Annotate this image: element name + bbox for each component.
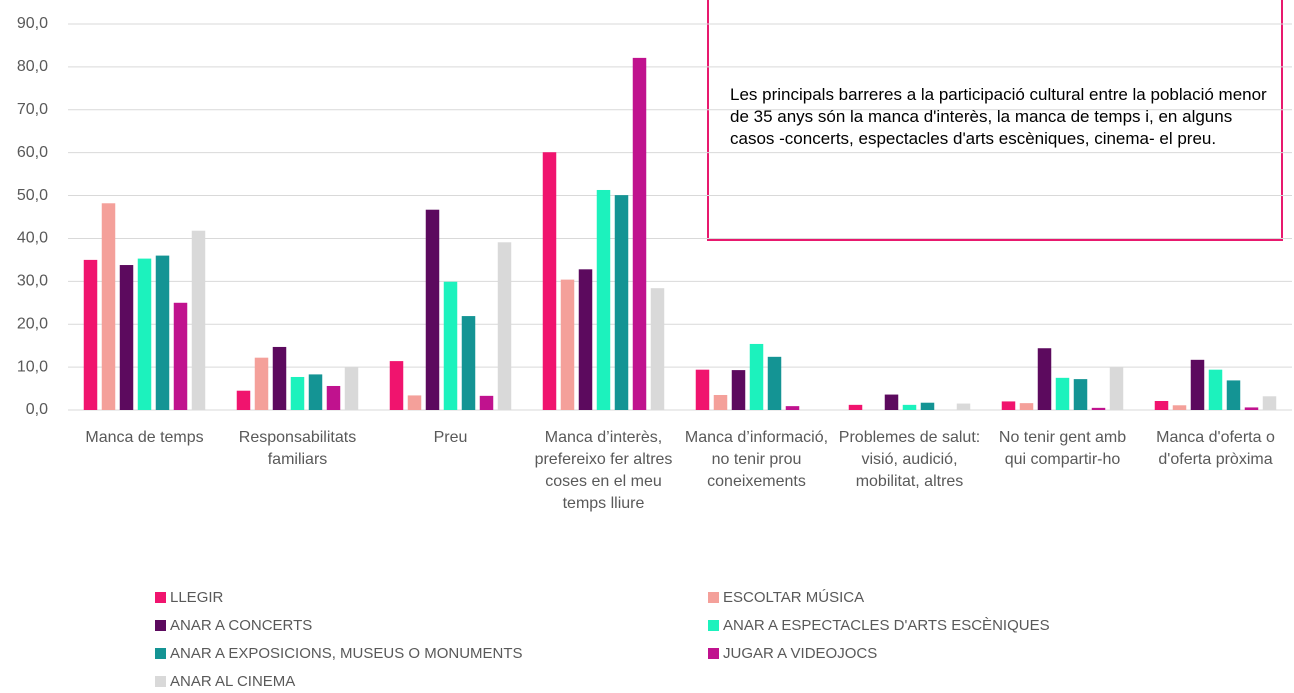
bar: [236, 390, 251, 410]
legend-label: ANAR AL CINEMA: [170, 673, 295, 690]
bar: [1019, 403, 1034, 410]
bar: [614, 195, 629, 410]
bar: [479, 395, 494, 410]
legend-label: ANAR A CONCERTS: [170, 617, 312, 634]
bar: [542, 152, 557, 410]
legend-label: ESCOLTAR MÚSICA: [723, 589, 864, 606]
bar: [956, 403, 971, 410]
bar: [1037, 348, 1052, 410]
bar: [443, 281, 458, 410]
bar: [596, 189, 611, 410]
x-tick-label: Manca de temps: [85, 429, 203, 446]
bar: [1244, 407, 1259, 410]
bar: [425, 209, 440, 410]
bar: [83, 259, 98, 410]
y-tick-label: 0,0: [26, 401, 48, 418]
bar: [695, 369, 710, 410]
bar: [137, 258, 152, 410]
legend-swatch: [708, 620, 719, 631]
x-tick-label: No tenir gent amb qui compartir-ho: [999, 429, 1126, 468]
annotation-box: [707, 0, 1283, 241]
y-tick-label: 70,0: [17, 101, 48, 118]
bar: [272, 346, 287, 410]
bar: [1001, 401, 1016, 410]
bar: [767, 356, 782, 410]
bar: [461, 316, 476, 410]
x-tick-label: Manca d’interès, prefereixo fer altres cos…: [535, 429, 673, 512]
bar: [713, 394, 728, 410]
bar: [848, 404, 863, 410]
bar: [1154, 400, 1169, 410]
bar: [650, 288, 665, 410]
bar: [1055, 377, 1070, 410]
bar: [560, 279, 575, 410]
bar: [902, 404, 917, 410]
bar: [389, 361, 404, 410]
y-tick-label: 60,0: [17, 144, 48, 161]
y-tick-label: 40,0: [17, 230, 48, 247]
y-tick-label: 20,0: [17, 315, 48, 332]
legend-swatch: [155, 620, 166, 631]
bar: [1172, 405, 1187, 410]
bar: [254, 357, 269, 410]
legend-swatch: [155, 676, 166, 687]
annotation: Les principals barreres a la participaci…: [730, 85, 1267, 148]
bar: [101, 203, 116, 410]
bar: [326, 385, 341, 410]
legend-swatch: [708, 592, 719, 603]
legend-label: JUGAR A VIDEOJOCS: [723, 645, 877, 662]
bar: [155, 255, 170, 410]
bar: [785, 406, 800, 410]
y-tick-label: 10,0: [17, 358, 48, 375]
bar: [731, 370, 746, 410]
bar: [308, 374, 323, 410]
y-tick-label: 80,0: [17, 58, 48, 75]
legend-swatch: [155, 648, 166, 659]
bar: [191, 230, 206, 410]
x-tick-label: Manca d'oferta o d'oferta pròxima: [1156, 429, 1275, 468]
bar: [1226, 380, 1241, 410]
bar: [749, 343, 764, 410]
bar: [1262, 396, 1277, 410]
bar: [920, 402, 935, 410]
bar: [1208, 369, 1223, 410]
bar: [1109, 367, 1124, 410]
legend-label: ANAR A EXPOSICIONS, MUSEUS O MONUMENTS: [170, 645, 523, 662]
x-tick-label: Manca d’informació, no tenir prou coneixem…: [685, 429, 828, 490]
y-tick-label: 90,0: [17, 15, 48, 32]
x-tick-label: Responsabilitats familiars: [239, 429, 356, 468]
bar: [1073, 379, 1088, 410]
bar: [884, 394, 899, 410]
bar: [119, 265, 134, 410]
legend-label: ANAR A ESPECTACLES D'ARTS ESCÈNIQUES: [723, 617, 1050, 634]
bar: [578, 269, 593, 410]
bar: [1190, 359, 1205, 410]
bar: [173, 302, 188, 410]
x-tick-label: Problemes de salut: visió, audició, mobili…: [839, 429, 980, 490]
legend-swatch: [708, 648, 719, 659]
legend-swatch: [155, 592, 166, 603]
legend-label: LLEGIR: [170, 589, 224, 606]
x-tick-label: Preu: [434, 429, 468, 446]
y-tick-label: 50,0: [17, 187, 48, 204]
bar: [290, 376, 305, 410]
bar: [1091, 407, 1106, 410]
y-tick-label: 30,0: [17, 273, 48, 290]
bar: [344, 367, 359, 410]
bar: [407, 395, 422, 410]
bar: [497, 242, 512, 410]
bar: [632, 57, 647, 410]
